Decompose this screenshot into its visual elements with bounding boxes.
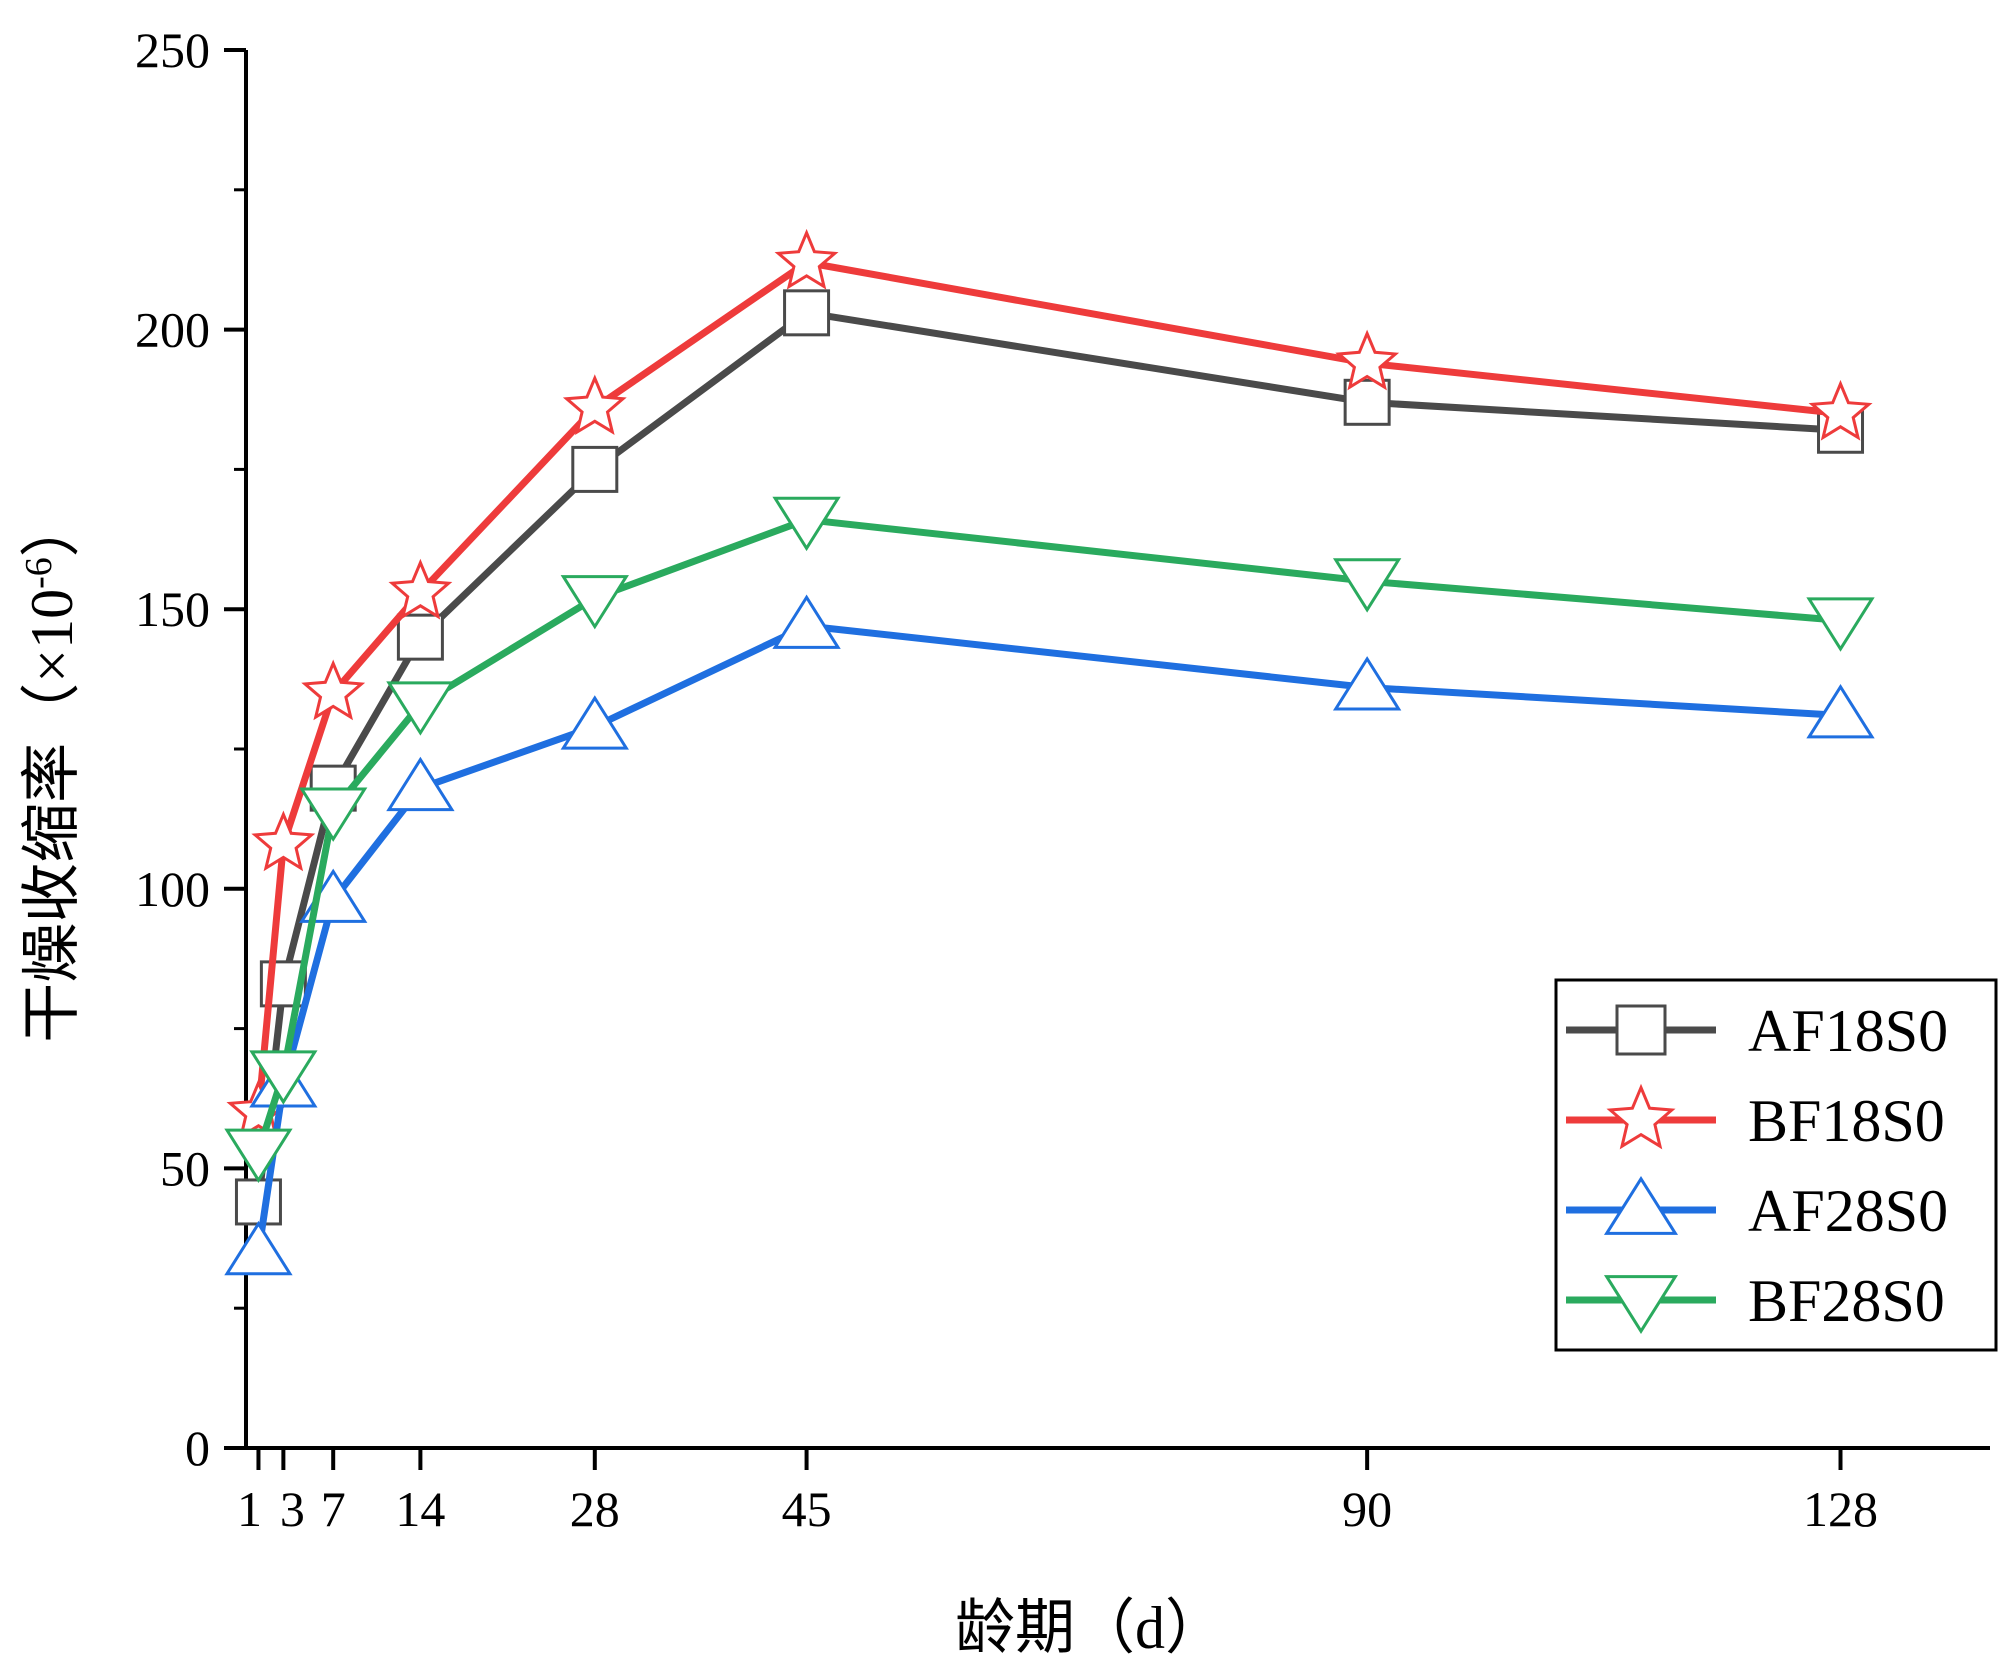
data-point bbox=[560, 695, 629, 750]
data-point bbox=[1335, 329, 1400, 391]
data-point bbox=[224, 1220, 293, 1276]
data-point bbox=[1332, 558, 1402, 613]
data-point bbox=[1332, 656, 1402, 711]
y-tick-label: 0 bbox=[185, 1420, 210, 1476]
data-point bbox=[1806, 684, 1875, 739]
legend-label: AF28S0 bbox=[1748, 1178, 1948, 1244]
data-point bbox=[774, 228, 839, 290]
data-point bbox=[1615, 1004, 1667, 1056]
data-point bbox=[301, 659, 366, 721]
data-point bbox=[249, 1050, 318, 1105]
data-point bbox=[571, 445, 619, 493]
legend-label: BF18S0 bbox=[1748, 1088, 1945, 1154]
x-tick-label: 90 bbox=[1342, 1481, 1392, 1537]
data-point bbox=[1603, 1175, 1679, 1235]
x-tick-label: 3 bbox=[280, 1481, 305, 1537]
y-tick-label: 150 bbox=[135, 581, 210, 637]
data-point bbox=[386, 681, 455, 736]
data-point bbox=[396, 613, 444, 661]
y-tick-label: 200 bbox=[135, 302, 210, 358]
axes: 0 50 100 150 200 250 1 3 7 14 28 45 90 128 bbox=[135, 22, 1990, 1537]
series-line bbox=[255, 309, 1841, 1203]
legend-label: AF18S0 bbox=[1748, 998, 1948, 1064]
legend: AF18S0 BF18S0 AF28S0 BF28S0 bbox=[1554, 978, 1998, 1352]
data-point bbox=[386, 756, 455, 812]
x-tick-label: 28 bbox=[570, 1481, 620, 1537]
y-tick-label: 50 bbox=[160, 1140, 210, 1196]
y-axis-title: 干燥收缩率（×10-6） bbox=[18, 497, 85, 1043]
series-BF28S0 bbox=[224, 496, 1875, 1184]
y-tick-label: 250 bbox=[135, 22, 210, 78]
series-BF18S0 bbox=[226, 228, 1873, 1140]
data-point bbox=[783, 289, 831, 337]
series-line bbox=[255, 259, 1841, 1113]
series-layer bbox=[224, 228, 1875, 1276]
data-point bbox=[299, 787, 368, 842]
series-line bbox=[255, 516, 1841, 1153]
data-point bbox=[388, 558, 453, 620]
x-tick-label: 1 bbox=[237, 1481, 262, 1537]
data-point bbox=[1603, 1275, 1679, 1335]
data-point bbox=[772, 496, 841, 552]
x-tick-label: 7 bbox=[321, 1481, 346, 1537]
data-point bbox=[772, 594, 841, 649]
legend-label: BF28S0 bbox=[1748, 1268, 1945, 1334]
data-point bbox=[224, 1128, 293, 1184]
x-tick-label: 128 bbox=[1803, 1481, 1878, 1537]
data-point bbox=[1606, 1083, 1676, 1150]
y-tick-label: 100 bbox=[135, 861, 210, 917]
legend-item: AF28S0 bbox=[1566, 1175, 1948, 1244]
data-point bbox=[562, 374, 627, 436]
data-point bbox=[560, 575, 629, 630]
legend-item: BF18S0 bbox=[1566, 1083, 1945, 1154]
legend-item: BF28S0 bbox=[1566, 1268, 1945, 1335]
x-tick-label: 14 bbox=[395, 1481, 445, 1537]
data-point bbox=[1343, 378, 1391, 426]
data-point bbox=[1808, 379, 1873, 441]
data-point bbox=[234, 1178, 282, 1226]
data-point bbox=[1806, 597, 1875, 652]
data-point bbox=[251, 810, 316, 872]
x-axis-title: 龄期（d） bbox=[955, 1595, 1225, 1661]
legend-item: AF18S0 bbox=[1566, 998, 1948, 1064]
x-tick-label: 45 bbox=[782, 1481, 832, 1537]
